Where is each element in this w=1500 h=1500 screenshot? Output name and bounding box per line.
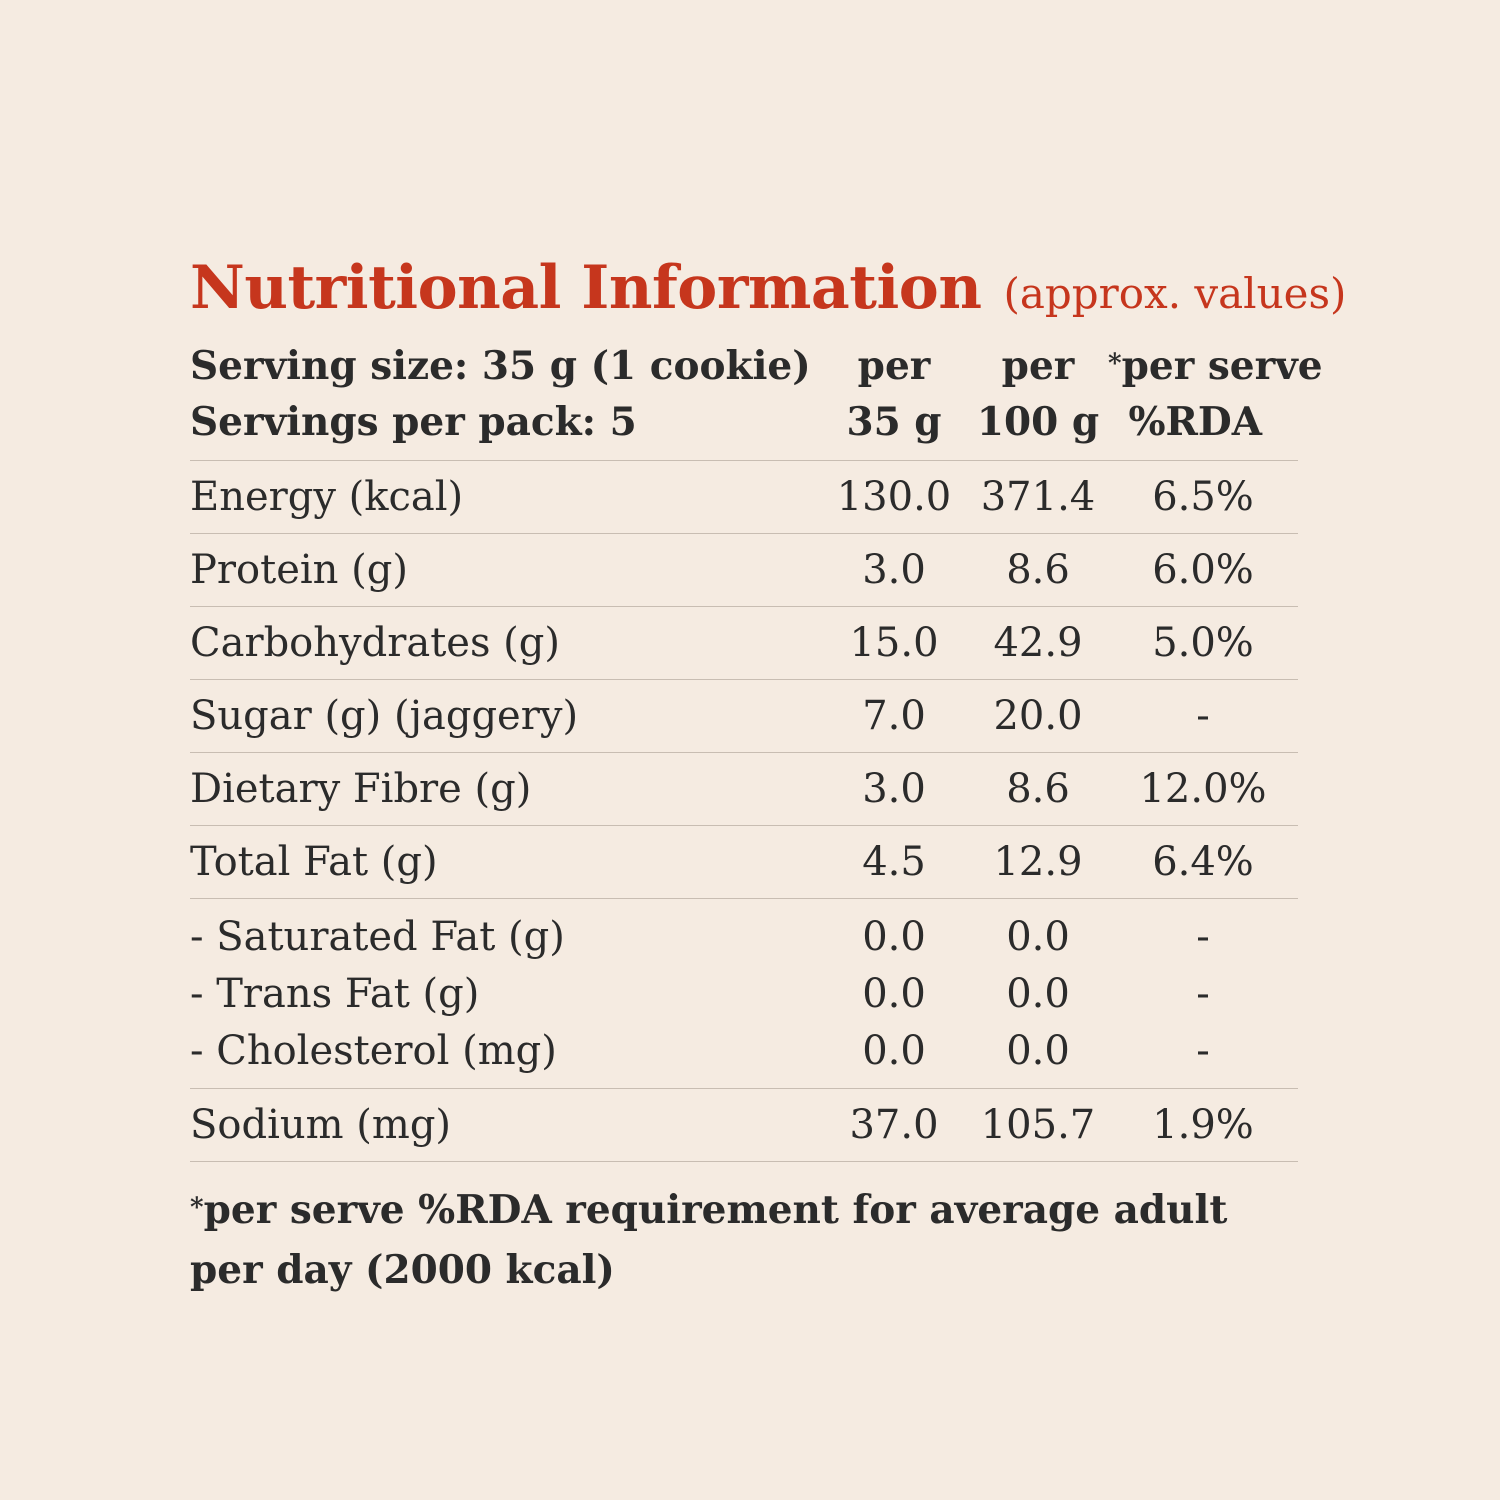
per-35g-value: 4.5 [862,839,926,885]
rda-value: 5.0% [1152,620,1254,666]
rda-value: 1.9% [1152,1102,1254,1148]
table-header: Serving size: 35 g (1 cookie) Servings p… [190,338,1323,461]
rda-value: 6.4% [1152,839,1254,885]
table-row-fat-breakdown: - Saturated Fat (g) - Trans Fat (g) - Ch… [190,899,1298,1089]
table-row-protein: Protein (g) 3.0 8.6 6.0% [190,534,1298,607]
per-35g-value: 15.0 [849,620,939,666]
per-35g-value: 3.0 [862,547,926,593]
header-rda: *per serve %RDA [1108,343,1323,445]
row-label: Carbohydrates (g) [190,620,560,666]
panel-subtitle: (approx. values) [1003,269,1347,318]
per-100g-value: 8.6 [1006,547,1070,593]
fat-breakdown-per-100g: 0.0 0.0 0.0 [1006,914,1070,1074]
fat-breakdown-labels: - Saturated Fat (g) - Trans Fat (g) - Ch… [190,909,820,1080]
header-per-35g: per 35 g [846,343,942,445]
servings-per-pack: Servings per pack: 5 [190,399,637,445]
per-35g-value: 37.0 [849,1102,939,1148]
cholesterol-label: - Cholesterol (mg) [190,1028,557,1074]
rda-value: 6.0% [1152,547,1254,593]
footnote-text: per serve %RDA requirement for average a… [190,1187,1228,1293]
serving-size: Serving size: 35 g (1 cookie) [190,343,811,389]
table-row-energy: Energy (kcal) 130.0 371.4 6.5% [190,461,1298,534]
per-100g-value: 105.7 [980,1102,1096,1148]
rda-value: - [1196,693,1210,739]
rda-footnote: *per serve %RDA requirement for average … [190,1180,1250,1300]
per-100g-value: 8.6 [1006,766,1070,812]
table-row-sodium: Sodium (mg) 37.0 105.7 1.9% [190,1089,1298,1162]
row-label: Energy (kcal) [190,474,464,520]
row-label: Sodium (mg) [190,1102,452,1148]
serving-info: Serving size: 35 g (1 cookie) Servings p… [190,338,820,450]
header-per-100g: per 100 g [976,343,1100,445]
rda-value: 12.0% [1139,766,1267,812]
nutrition-panel: Nutritional Information (approx. values)… [190,252,1346,1300]
trans-fat-label: - Trans Fat (g) [190,971,480,1017]
row-label: Dietary Fibre (g) [190,766,532,812]
saturated-fat-label: - Saturated Fat (g) [190,914,565,960]
row-label: Sugar (g) (jaggery) [190,693,579,739]
per-100g-value: 20.0 [993,693,1083,739]
panel-title: Nutritional Information [190,253,982,323]
title-row: Nutritional Information (approx. values) [190,252,1346,330]
per-100g-value: 12.9 [993,839,1083,885]
per-100g-value: 371.4 [980,474,1096,520]
row-label: Protein (g) [190,547,408,593]
per-35g-value: 130.0 [836,474,952,520]
asterisk: * [1108,349,1122,379]
rda-value: 6.5% [1152,474,1254,520]
table-row-total-fat: Total Fat (g) 4.5 12.9 6.4% [190,826,1298,899]
row-label: Total Fat (g) [190,839,438,885]
fat-breakdown-per-35g: 0.0 0.0 0.0 [862,914,926,1074]
table-row-carbohydrates: Carbohydrates (g) 15.0 42.9 5.0% [190,607,1298,680]
fat-breakdown-rda: - - - [1196,914,1210,1074]
per-100g-value: 42.9 [993,620,1083,666]
asterisk: * [190,1193,204,1223]
per-35g-value: 7.0 [862,693,926,739]
table-row-dietary-fibre: Dietary Fibre (g) 3.0 8.6 12.0% [190,753,1298,826]
per-35g-value: 3.0 [862,766,926,812]
table-row-sugar: Sugar (g) (jaggery) 7.0 20.0 - [190,680,1298,753]
